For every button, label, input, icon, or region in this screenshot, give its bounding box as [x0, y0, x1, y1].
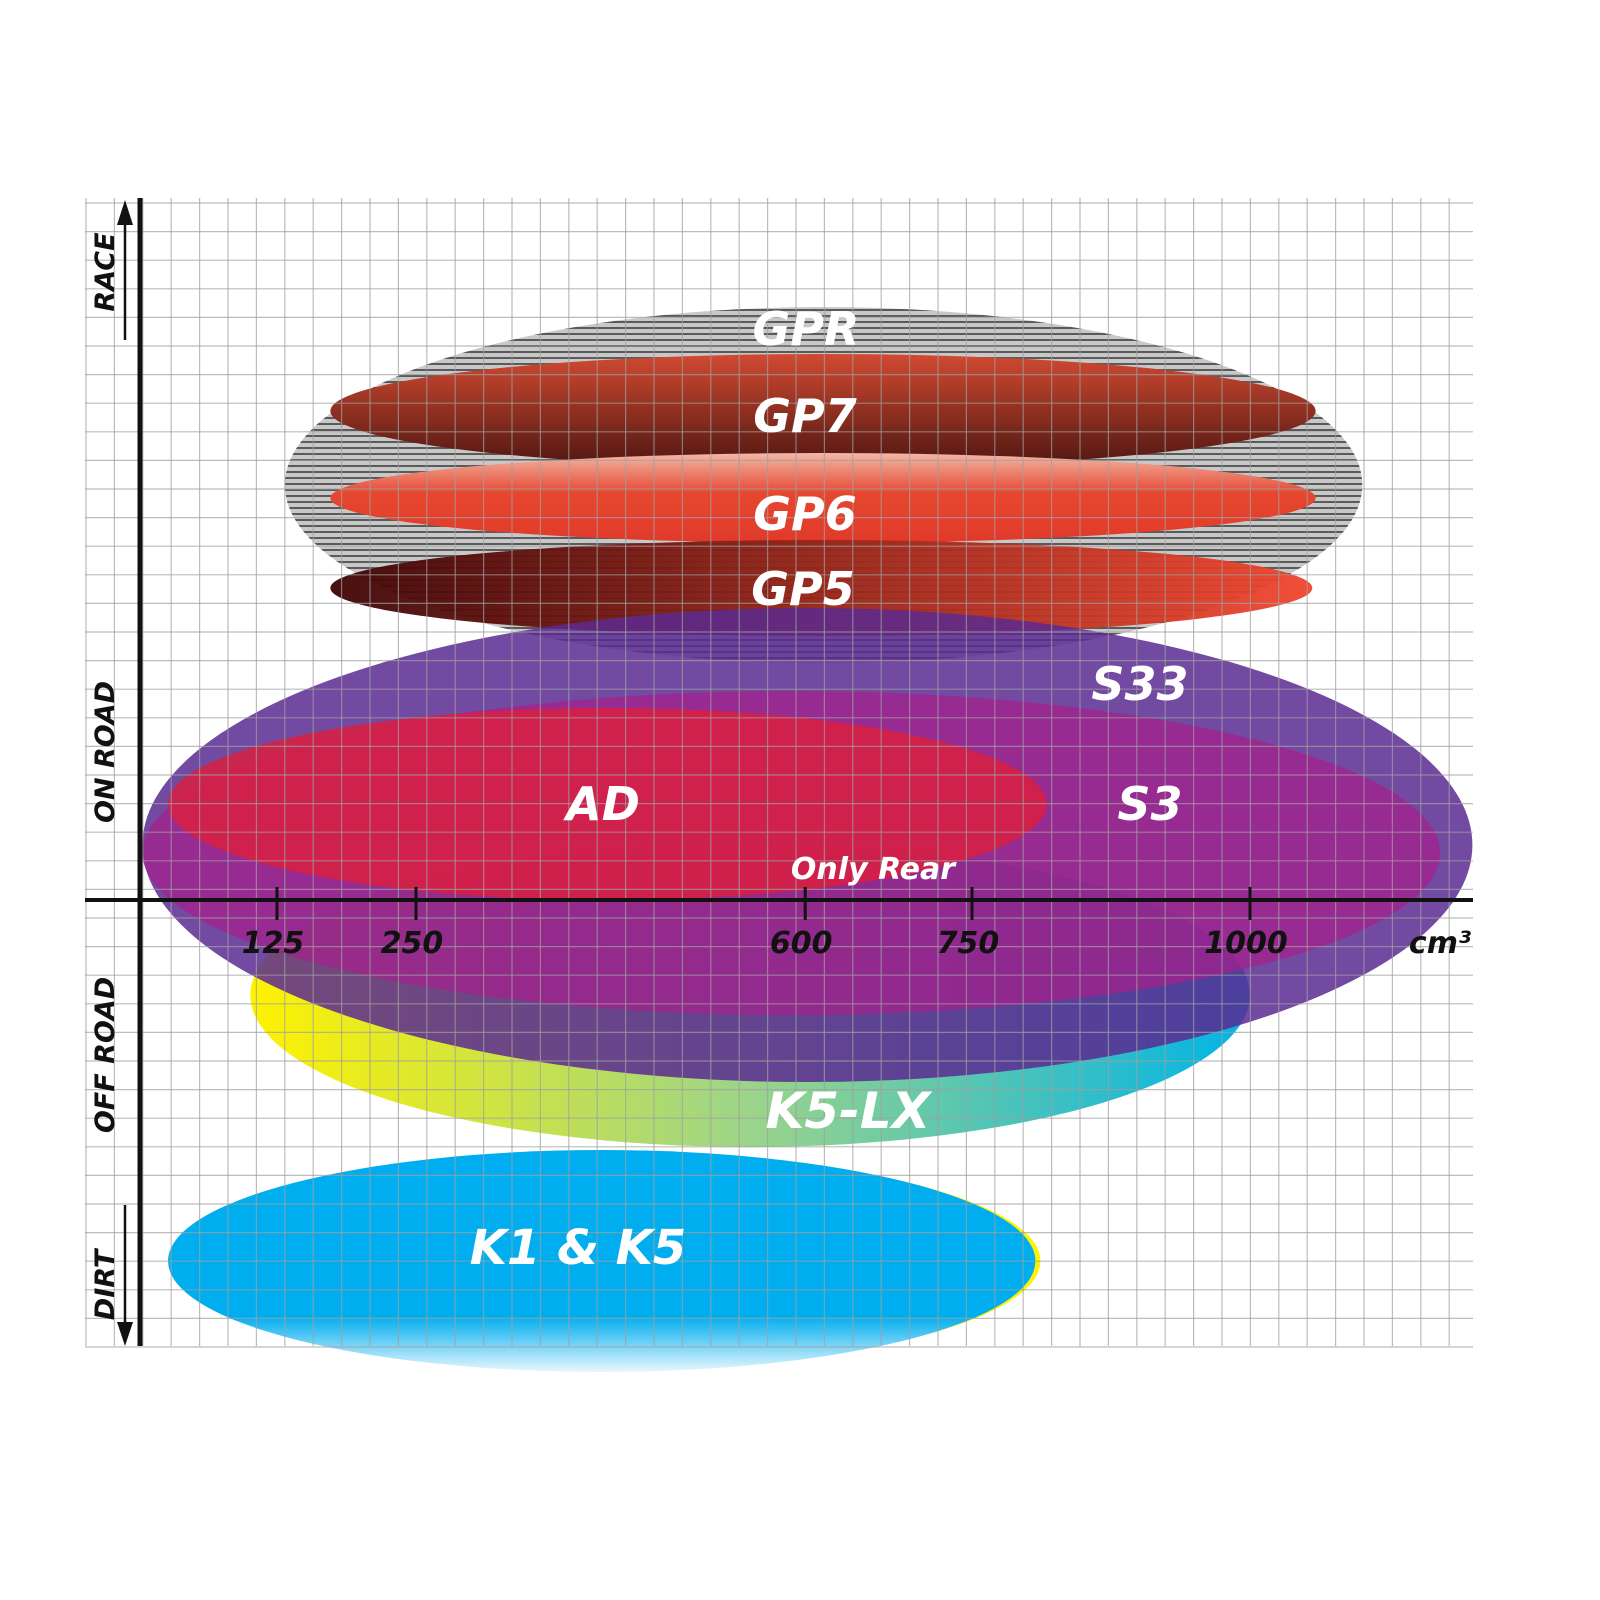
label-gp5: GP5	[751, 562, 854, 616]
ellipse-gp5	[330, 540, 1313, 636]
label-gp7: GP7	[753, 389, 856, 443]
annotation-only-rear: Only Rear	[791, 852, 957, 887]
x-tick-label: 750	[937, 926, 1000, 961]
label-s33: S33	[1091, 657, 1188, 711]
ellipse-gp7	[330, 354, 1316, 468]
ellipse-gp6	[330, 453, 1316, 543]
x-tick-label: 600	[770, 926, 833, 961]
down-arrow-icon	[117, 1322, 133, 1346]
y-category-race: RACE	[90, 232, 121, 312]
label-k1-k5: K1 & K5	[470, 1220, 686, 1276]
grid	[85, 198, 1473, 1348]
label-s3: S3	[1117, 777, 1182, 831]
label-gp6: GP6	[753, 487, 856, 541]
x-tick-label: 1000	[1204, 926, 1288, 961]
y-category-off-road: OFF ROAD	[90, 977, 121, 1133]
y-category-on-road: ON ROAD	[90, 681, 121, 823]
y-category-dirt: DIRT	[90, 1247, 121, 1320]
x-tick-label: 125	[242, 926, 305, 961]
label-ad: AD	[563, 777, 640, 831]
x-tick-label: 250	[381, 926, 444, 961]
label-k5-lx: K5-LX	[766, 1082, 933, 1140]
x-unit-label: cm³	[1409, 926, 1471, 961]
label-gpr: GPR	[753, 302, 860, 356]
up-arrow-icon	[117, 200, 133, 225]
